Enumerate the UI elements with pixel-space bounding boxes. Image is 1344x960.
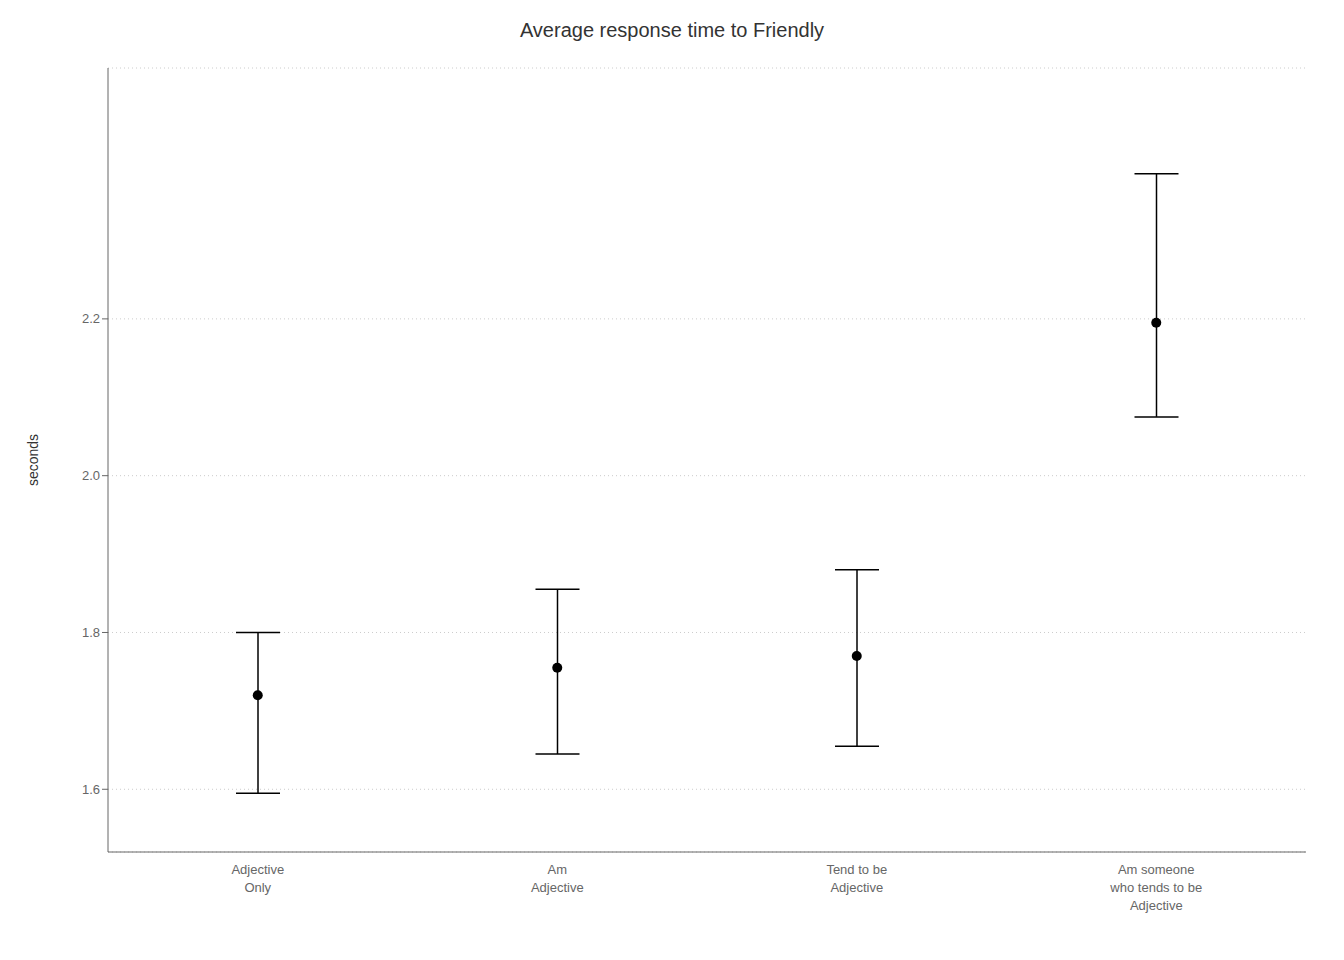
svg-text:1.6: 1.6	[82, 782, 100, 797]
html-text:Average response time to Frien: Average response time to Friendly	[519, 19, 825, 41]
svg-text:1.8: 1.8	[82, 625, 100, 640]
svg-text:Tend to beAdjective: Tend to beAdjective	[826, 862, 887, 895]
svg-text:seconds: seconds	[25, 434, 41, 486]
svg-text:AdjectiveOnly: AdjectiveOnly	[231, 862, 284, 895]
svg-text:2.2: 2.2	[82, 311, 100, 326]
svg-text:Am someonewho tends to beAdjec: Am someonewho tends to beAdjective	[1109, 862, 1202, 913]
svg-text:AmAdjective: AmAdjective	[531, 862, 584, 895]
svg-text:2.0: 2.0	[82, 468, 100, 483]
